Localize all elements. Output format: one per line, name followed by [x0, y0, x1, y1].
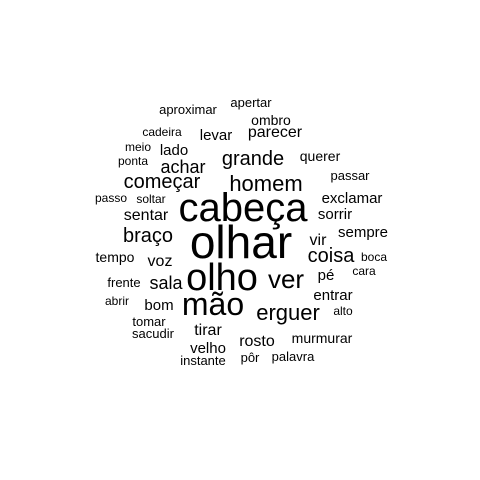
word-cabeca: cabeça [179, 186, 309, 230]
word-rosto: rosto [239, 333, 275, 350]
word-palavra: palavra [272, 349, 315, 364]
word-frente: frente [107, 275, 140, 290]
word-instante: instante [180, 353, 226, 368]
word-homem: homem [229, 171, 302, 196]
word-passar: passar [330, 168, 370, 183]
word-velho: velho [190, 340, 226, 357]
word-tirar: tirar [194, 322, 222, 339]
word-olhar: olhar [190, 216, 292, 268]
word-aproximar: aproximar [159, 102, 217, 117]
word-sentar: sentar [124, 207, 169, 224]
word-ombro: ombro [251, 112, 291, 128]
word-sempre: sempre [338, 224, 388, 241]
word-cadeira: cadeira [142, 125, 182, 139]
word-meio: meio [125, 140, 151, 154]
word-por: pôr [241, 350, 260, 365]
word-tempo: tempo [96, 249, 135, 265]
word-comecar: começar [124, 171, 201, 193]
word-entrar: entrar [313, 287, 352, 304]
word-parecer: parecer [248, 124, 303, 141]
word-braco: braço [123, 225, 173, 247]
word-soltar: soltar [136, 192, 165, 206]
word-cara: cara [352, 264, 376, 278]
word-mao: mão [182, 286, 244, 322]
word-alto: alto [333, 304, 353, 318]
word-ponta: ponta [118, 154, 148, 168]
word-abrir: abrir [105, 294, 129, 308]
word-coisa: coisa [308, 245, 356, 267]
word-pe: pé [318, 267, 335, 284]
word-levar: levar [200, 127, 233, 144]
word-grande: grande [222, 148, 284, 170]
word-achar: achar [160, 157, 205, 177]
word-exclamar: exclamar [322, 190, 383, 207]
word-voz: voz [148, 253, 173, 270]
word-olho: olho [186, 257, 258, 299]
word-sorrir: sorrir [318, 206, 352, 223]
word-querer: querer [300, 148, 341, 164]
word-lado: lado [160, 142, 188, 159]
word-murmurar: murmurar [292, 330, 353, 346]
word-sala: sala [149, 273, 183, 293]
word-vir: vir [310, 232, 328, 249]
word-sacudir: sacudir [132, 326, 175, 341]
word-apertar: apertar [230, 95, 272, 110]
word-passo: passo [95, 191, 127, 205]
word-tomar: tomar [132, 314, 166, 329]
word-ver: ver [268, 264, 304, 294]
word-boca: boca [361, 250, 387, 264]
word-bom: bom [144, 297, 173, 314]
word-erguer: erguer [256, 300, 320, 325]
